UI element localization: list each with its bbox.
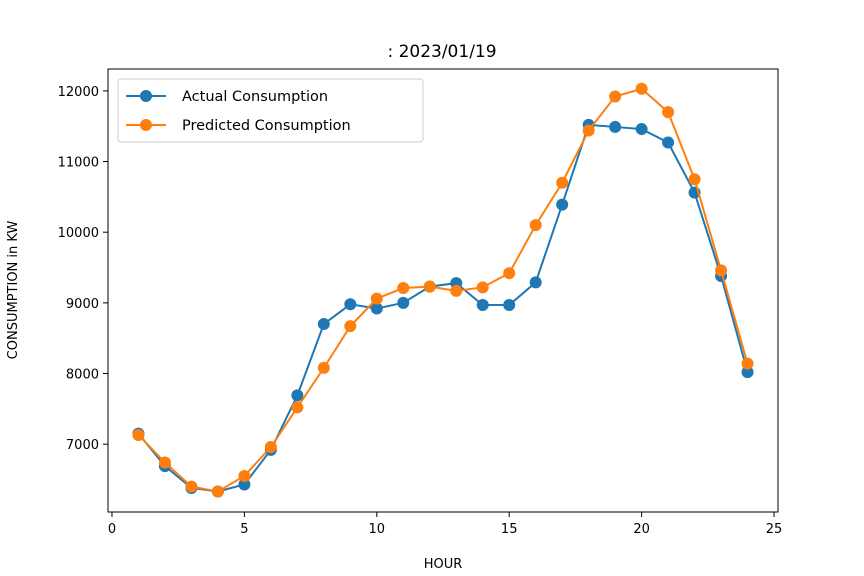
y-tick-label: 8000	[66, 368, 99, 383]
actual-consumption-point	[238, 478, 251, 491]
actual-consumption-point	[370, 302, 383, 315]
series-predicted-consumption	[132, 82, 754, 498]
predicted-consumption-point	[370, 292, 383, 305]
predicted-consumption-point	[582, 124, 595, 137]
legend: Actual Consumption Predicted Consumption	[117, 78, 424, 143]
predicted-consumption-point	[423, 280, 436, 293]
actual-consumption-point	[317, 318, 330, 331]
y-tick-label: 11000	[58, 156, 99, 171]
predicted-consumption-point	[211, 485, 224, 498]
predicted-consumption-point	[609, 90, 622, 103]
predicted-consumption-point	[317, 361, 330, 374]
predicted-consumption-point	[476, 281, 489, 294]
x-tick-label: 25	[766, 522, 783, 537]
x-axis: 0 5 10 15 20 25	[108, 512, 782, 537]
predicted-consumption-point	[132, 428, 145, 441]
actual-consumption-line	[137, 123, 749, 493]
actual-consumption-point	[291, 389, 304, 402]
predicted-consumption-point	[741, 357, 754, 370]
actual-consumption-point	[609, 120, 622, 133]
axes-frame	[107, 68, 779, 513]
actual-consumption-point	[741, 366, 754, 379]
actual-consumption-point	[397, 296, 410, 309]
y-tick-label: 10000	[58, 226, 99, 241]
predicted-consumption-point	[264, 440, 277, 453]
x-tick-label: 15	[501, 522, 518, 537]
legend-marker-predicted-consumption	[140, 119, 152, 131]
chart-title: : 2023/01/19	[387, 42, 496, 62]
predicted-consumption-point	[688, 173, 701, 186]
predicted-consumption-point	[503, 267, 516, 280]
x-tick-label: 10	[369, 522, 386, 537]
predicted-consumption-point	[715, 264, 728, 277]
predicted-consumption-point	[556, 176, 569, 189]
legend-marker-actual-consumption	[140, 90, 152, 102]
actual-consumption-point	[635, 123, 648, 136]
predicted-consumption-point	[344, 320, 357, 333]
legend-box	[117, 78, 424, 143]
series-actual-consumption	[132, 118, 754, 498]
predicted-consumption-point	[185, 480, 198, 493]
x-axis-label: HOUR	[424, 557, 463, 572]
legend-label-actual-consumption: Actual Consumption	[182, 89, 328, 105]
y-tick-label: 9000	[66, 297, 99, 312]
actual-consumption-point	[556, 198, 569, 211]
actual-consumption-point	[476, 298, 489, 311]
predicted-consumption-point	[450, 284, 463, 297]
actual-consumption-point	[344, 298, 357, 311]
predicted-consumption-point	[291, 401, 304, 414]
predicted-consumption-point	[529, 219, 542, 232]
predicted-consumption-line	[137, 87, 749, 493]
predicted-consumption-point	[662, 106, 675, 119]
actual-consumption-point	[662, 136, 675, 149]
x-tick-label: 5	[240, 522, 248, 537]
y-axis: 7000 8000 9000 10000 11000 12000	[58, 85, 108, 453]
x-tick-label: 20	[633, 522, 650, 537]
predicted-consumption-point	[158, 456, 171, 469]
y-tick-label: 7000	[66, 438, 99, 453]
predicted-consumption-point	[635, 82, 648, 95]
actual-consumption-point	[529, 276, 542, 289]
legend-label-predicted-consumption: Predicted Consumption	[182, 118, 351, 134]
predicted-consumption-point	[238, 469, 251, 482]
actual-consumption-point	[503, 298, 516, 311]
y-axis-label: CONSUMPTION in KW	[6, 221, 21, 360]
x-tick-label: 0	[108, 522, 116, 537]
plot-area	[132, 82, 754, 498]
predicted-consumption-point	[397, 282, 410, 295]
y-tick-label: 12000	[58, 85, 99, 100]
